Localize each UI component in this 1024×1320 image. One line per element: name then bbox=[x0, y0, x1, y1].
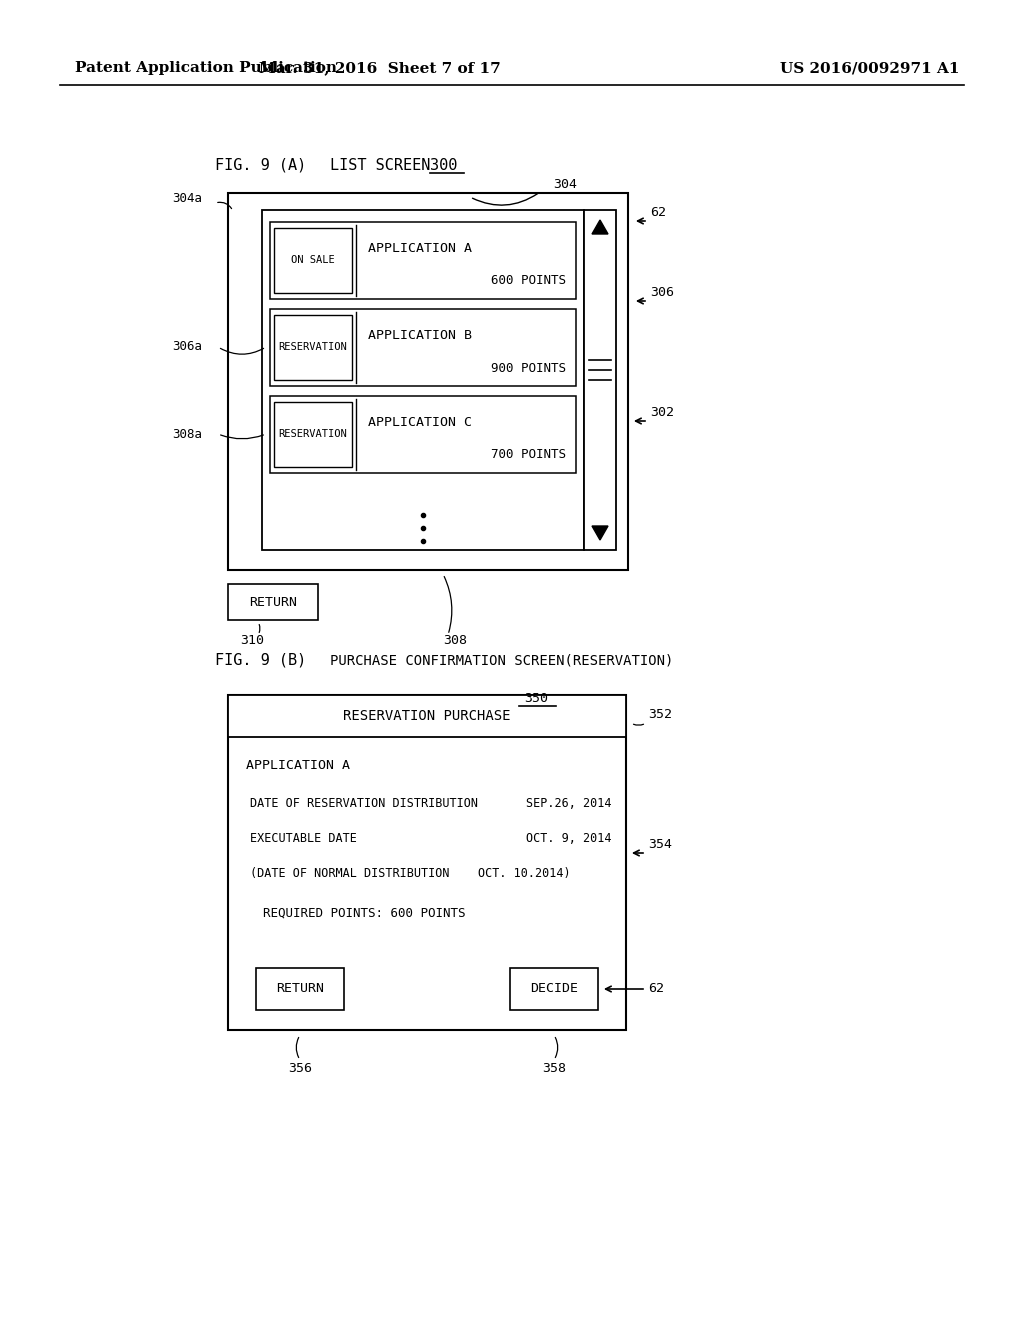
Text: APPLICATION C: APPLICATION C bbox=[368, 416, 472, 429]
Text: RETURN: RETURN bbox=[249, 595, 297, 609]
Text: 354: 354 bbox=[648, 838, 672, 851]
Text: 306: 306 bbox=[650, 286, 674, 300]
Text: FIG. 9 (B): FIG. 9 (B) bbox=[215, 652, 306, 668]
Bar bbox=[270, 396, 575, 473]
Bar bbox=[228, 583, 318, 620]
Bar bbox=[228, 696, 626, 737]
Text: 62: 62 bbox=[650, 206, 666, 219]
Text: 350: 350 bbox=[524, 692, 548, 705]
Text: APPLICATION A: APPLICATION A bbox=[368, 242, 472, 255]
Text: RESERVATION: RESERVATION bbox=[279, 342, 347, 352]
Text: US 2016/0092971 A1: US 2016/0092971 A1 bbox=[780, 61, 961, 75]
Bar bbox=[262, 210, 584, 550]
Text: APPLICATION A: APPLICATION A bbox=[246, 759, 350, 772]
Bar bbox=[274, 403, 352, 467]
Text: 304: 304 bbox=[553, 178, 577, 191]
Text: 304a: 304a bbox=[172, 191, 202, 205]
Bar bbox=[274, 315, 352, 380]
Text: 300: 300 bbox=[430, 157, 458, 173]
Text: RETURN: RETURN bbox=[276, 982, 324, 995]
Bar bbox=[510, 968, 598, 1010]
Polygon shape bbox=[592, 525, 608, 540]
Text: (DATE OF NORMAL DISTRIBUTION    OCT. 10.2014): (DATE OF NORMAL DISTRIBUTION OCT. 10.201… bbox=[250, 867, 570, 880]
Bar bbox=[270, 222, 575, 300]
Text: 358: 358 bbox=[542, 1061, 566, 1074]
Text: OCT. 9, 2014: OCT. 9, 2014 bbox=[525, 832, 611, 845]
Text: APPLICATION B: APPLICATION B bbox=[368, 329, 472, 342]
Text: 356: 356 bbox=[288, 1061, 312, 1074]
Text: RESERVATION PURCHASE: RESERVATION PURCHASE bbox=[343, 709, 511, 723]
Text: 308a: 308a bbox=[172, 428, 202, 441]
Text: 352: 352 bbox=[648, 709, 672, 722]
Polygon shape bbox=[592, 220, 608, 234]
Bar bbox=[274, 228, 352, 293]
Text: Mar. 31, 2016  Sheet 7 of 17: Mar. 31, 2016 Sheet 7 of 17 bbox=[259, 61, 501, 75]
Text: 600 POINTS: 600 POINTS bbox=[490, 275, 566, 288]
Bar bbox=[228, 696, 626, 1030]
Text: SEP.26, 2014: SEP.26, 2014 bbox=[525, 797, 611, 810]
Bar bbox=[270, 309, 575, 385]
Text: LIST SCREEN: LIST SCREEN bbox=[330, 157, 439, 173]
Bar bbox=[228, 193, 628, 570]
Text: 310: 310 bbox=[240, 634, 264, 647]
Text: 900 POINTS: 900 POINTS bbox=[490, 362, 566, 375]
Text: DECIDE: DECIDE bbox=[530, 982, 578, 995]
Text: 700 POINTS: 700 POINTS bbox=[490, 449, 566, 462]
Bar bbox=[584, 210, 616, 550]
Text: PURCHASE CONFIRMATION SCREEN(RESERVATION): PURCHASE CONFIRMATION SCREEN(RESERVATION… bbox=[330, 653, 674, 667]
Text: 308: 308 bbox=[443, 634, 467, 647]
Text: REQUIRED POINTS: 600 POINTS: REQUIRED POINTS: 600 POINTS bbox=[263, 907, 466, 920]
Bar bbox=[256, 968, 344, 1010]
Text: 302: 302 bbox=[650, 407, 674, 420]
Text: FIG. 9 (A): FIG. 9 (A) bbox=[215, 157, 306, 173]
Text: Patent Application Publication: Patent Application Publication bbox=[75, 61, 337, 75]
Text: 62: 62 bbox=[648, 982, 664, 995]
Text: EXECUTABLE DATE: EXECUTABLE DATE bbox=[250, 832, 357, 845]
Text: 306a: 306a bbox=[172, 341, 202, 354]
Text: RESERVATION: RESERVATION bbox=[279, 429, 347, 440]
Text: DATE OF RESERVATION DISTRIBUTION: DATE OF RESERVATION DISTRIBUTION bbox=[250, 797, 478, 810]
Text: ON SALE: ON SALE bbox=[291, 255, 335, 265]
